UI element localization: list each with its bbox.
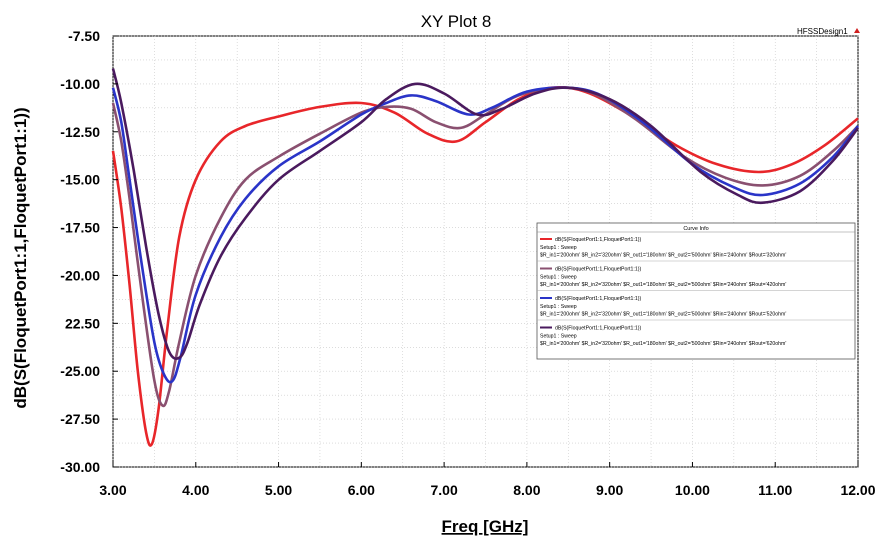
x-tick-label: 11.00: [758, 482, 792, 498]
legend-series-name: dB(S(FloquetPort1:1,FloquetPort1:1)): [555, 237, 641, 243]
y-tick-label: -25.00: [60, 363, 100, 379]
legend-series-params: $R_in1='200ohm' $R_in2='320ohm' $R_out1=…: [540, 253, 786, 259]
legend-series-setup: Setup1 : Sweep: [540, 304, 577, 310]
y-axis-ticks: -7.50 -10.00 -12.50 -15.00 -17.50 -20.00 22.50…: [60, 28, 118, 475]
y-tick-label: -7.50: [68, 28, 100, 44]
legend-entries: dB(S(FloquetPort1:1,FloquetPort1:1)) Setu…: [537, 237, 855, 347]
series-line-1: [111, 85, 859, 447]
design-label: HFSSDesign1: [797, 27, 848, 36]
x-tick-label: 12.00: [840, 482, 875, 498]
legend-series-setup: Setup1 : Sweep: [540, 245, 577, 251]
legend-series-name: dB(S(FloquetPort1:1,FloquetPort1:1)): [555, 267, 641, 273]
y-tick-label: -30.00: [60, 459, 100, 475]
y-tick-label: -10.00: [60, 76, 100, 92]
x-tick-label: 5.00: [265, 482, 292, 498]
legend-box: [536, 222, 856, 360]
legend: Curve Info dB(S(FloquetPort1:1,FloquetPo…: [536, 222, 856, 360]
grid: [112, 35, 859, 468]
x-tick-label: 6.00: [348, 482, 375, 498]
y-tick-label: -20.00: [60, 267, 100, 283]
x-tick-label: 9.00: [596, 482, 623, 498]
legend-series-name: dB(S(FloquetPort1:1,FloquetPort1:1)): [555, 326, 641, 332]
series-line-2: [111, 86, 859, 408]
legend-series-params: $R_in1='200ohm' $R_in2='320ohm' $R_out1=…: [540, 282, 786, 288]
x-tick-label: 4.00: [182, 482, 209, 498]
y-tick-label: -15.00: [60, 172, 100, 188]
y-axis-label: dB(S(FloquetPort1:1,FloquetPort1:1)): [11, 107, 30, 408]
legend-series-setup: Setup1 : Sweep: [540, 275, 577, 281]
legend-series-params: $R_in1='200ohm' $R_in2='320ohm' $R_out1=…: [540, 312, 786, 318]
y-tick-label: -27.50: [60, 411, 100, 427]
design-logo-icon: [854, 28, 860, 33]
x-tick-label: 7.00: [430, 482, 457, 498]
x-tick-label: 10.00: [675, 482, 710, 498]
series-group: [111, 68, 860, 447]
y-tick-label: -17.50: [60, 220, 100, 236]
x-tick-label: 3.00: [99, 482, 126, 498]
series-line-3: [111, 86, 860, 384]
y-tick-label: 22.50: [65, 315, 100, 331]
legend-title: Curve Info: [683, 226, 708, 232]
chart-title: XY Plot 8: [421, 12, 492, 31]
x-axis-ticks: 3.00 4.00 5.00 6.00 7.00 8.00 9.00 10.00 11.00 12…: [99, 462, 876, 498]
x-axis-label: Freq [GHz]: [442, 517, 529, 536]
legend-series-setup: Setup1 : Sweep: [540, 334, 577, 340]
x-tick-label: 8.00: [513, 482, 540, 498]
legend-series-name: dB(S(FloquetPort1:1,FloquetPort1:1)): [555, 296, 641, 302]
legend-series-params: $R_in1='200ohm' $R_in2='320ohm' $R_out1=…: [540, 341, 786, 347]
series-line-4: [111, 68, 860, 360]
y-tick-label: -12.50: [60, 124, 100, 140]
